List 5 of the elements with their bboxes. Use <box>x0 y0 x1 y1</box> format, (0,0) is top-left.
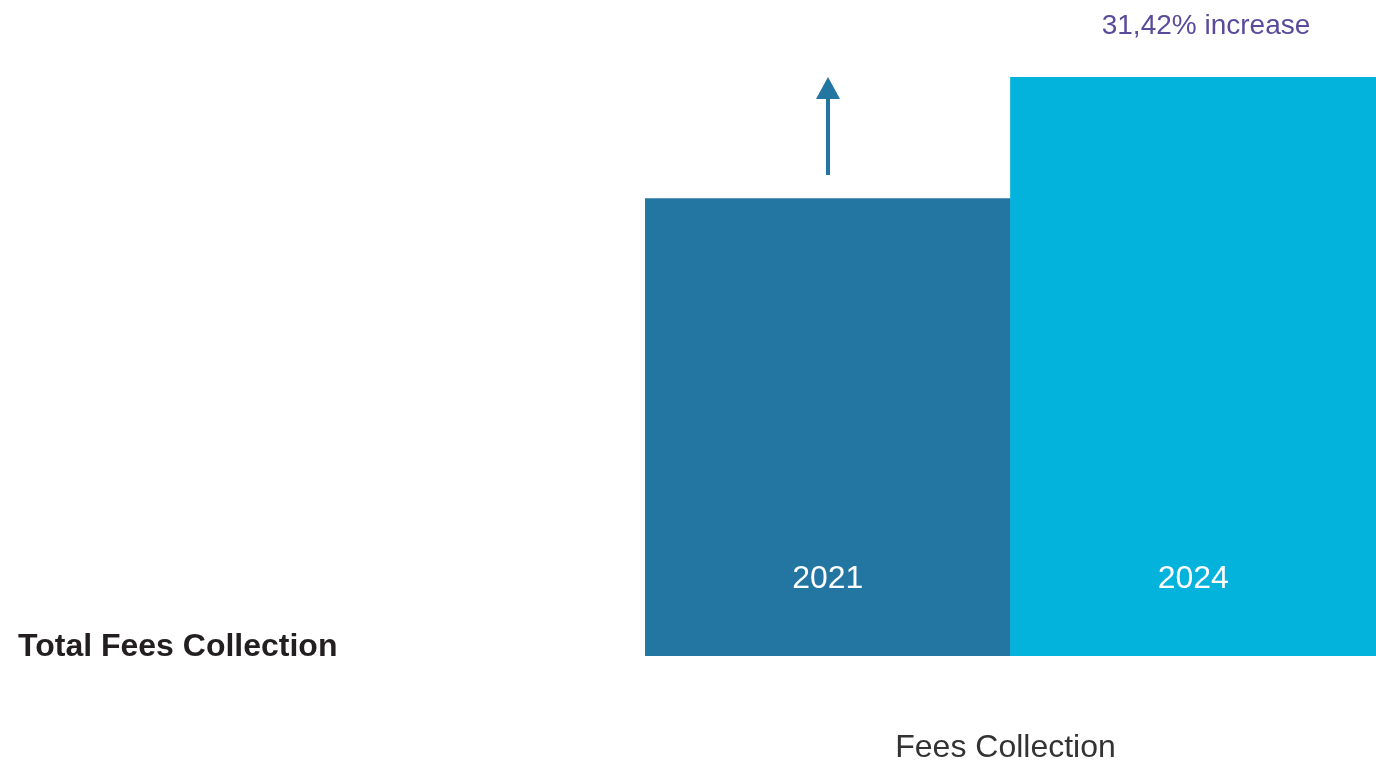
text: 31,42% increase <box>1101 9 1311 40</box>
x-tick-label: 2024 <box>1157 559 1229 595</box>
x-axis-title: Fees Collection <box>895 728 1116 761</box>
text: Total Fees Collection <box>18 627 338 663</box>
x-tick-label: 2021 <box>792 559 864 595</box>
